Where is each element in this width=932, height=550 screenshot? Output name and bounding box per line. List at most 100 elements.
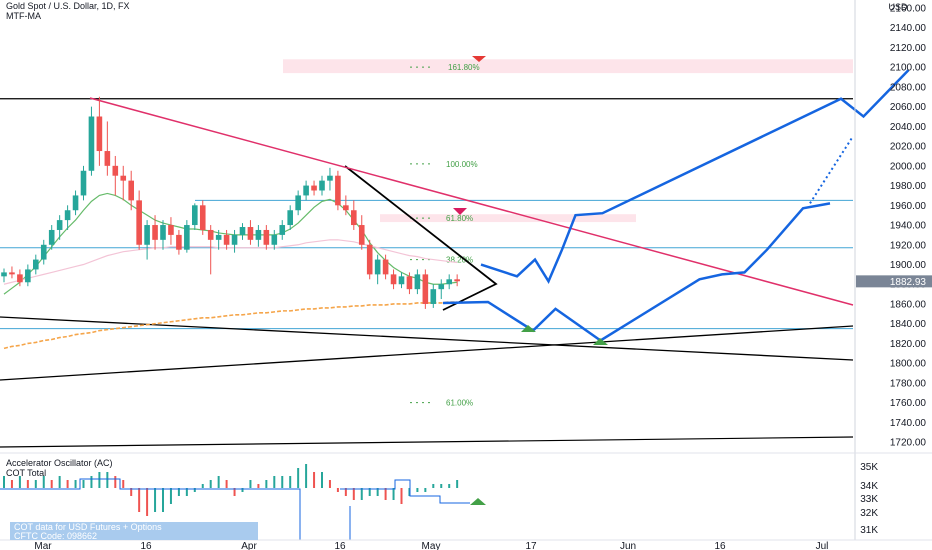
x-tick-label: Apr bbox=[241, 541, 257, 550]
candle-body bbox=[112, 165, 119, 176]
y-tick-label: 2060.00 bbox=[890, 102, 927, 113]
candle-body bbox=[199, 205, 206, 230]
oscillator-tick-label: 31K bbox=[860, 525, 878, 536]
fib-zone bbox=[380, 214, 636, 223]
candle-body bbox=[295, 195, 301, 211]
y-tick-label: 1960.00 bbox=[890, 201, 927, 212]
symbol-title: Gold Spot / U.S. Dollar, 1D, FX bbox=[6, 1, 130, 11]
candle-body bbox=[406, 276, 413, 290]
lower-line bbox=[0, 436, 854, 448]
channel-line bbox=[0, 316, 854, 361]
y-tick-label: 2140.00 bbox=[890, 23, 927, 34]
y-tick-label: 2040.00 bbox=[890, 122, 927, 133]
oscillator-tick-label: 34K bbox=[860, 481, 878, 492]
fib-zone bbox=[283, 59, 853, 74]
buy-arrow-icon bbox=[593, 338, 608, 345]
target-arrow-icon bbox=[453, 208, 467, 215]
y-tick-label: 2080.00 bbox=[890, 82, 927, 93]
x-tick-label: Jul bbox=[816, 541, 829, 550]
candle-body bbox=[17, 274, 23, 283]
candle-body bbox=[215, 234, 222, 240]
candle-body bbox=[382, 259, 389, 275]
oscillator-tick-label: 33K bbox=[860, 494, 878, 505]
candle-body bbox=[72, 195, 79, 211]
y-tick-label: 1940.00 bbox=[890, 221, 927, 232]
candle-body bbox=[88, 116, 95, 171]
oscillator-title: Accelerator Oscillator (AC) bbox=[6, 458, 113, 468]
candle-body bbox=[430, 289, 437, 304]
target-arrow-icon bbox=[472, 56, 486, 62]
candle-body bbox=[136, 200, 142, 245]
moving-average-line bbox=[3, 192, 458, 295]
channel-line bbox=[0, 325, 854, 381]
candle-body bbox=[1, 272, 7, 277]
candle-body bbox=[152, 225, 158, 240]
indicator-label: MTF-MA bbox=[6, 11, 41, 21]
candle-body bbox=[40, 244, 47, 260]
candle-body bbox=[366, 244, 373, 275]
y-tick-label: 1920.00 bbox=[890, 240, 927, 251]
candle-body bbox=[176, 234, 182, 250]
x-tick-label: 16 bbox=[140, 541, 152, 550]
last-price-label: 1882.93 bbox=[890, 277, 927, 288]
fib-label: 38.20% bbox=[446, 256, 473, 265]
fib-label: 61.00% bbox=[446, 399, 473, 408]
y-tick-label: 2160.00 bbox=[890, 3, 927, 14]
candle-body bbox=[414, 274, 421, 290]
y-tick-label: 2020.00 bbox=[890, 142, 927, 153]
y-tick-label: 2000.00 bbox=[890, 161, 927, 172]
candle-body bbox=[128, 180, 134, 201]
descending-trendline bbox=[89, 97, 854, 306]
candle-body bbox=[303, 185, 309, 196]
cot-badge-line2: CFTC Code: 098662 bbox=[14, 531, 98, 541]
candle-body bbox=[144, 225, 150, 245]
candle-body bbox=[351, 210, 357, 226]
alternate-projection-path bbox=[442, 202, 831, 342]
y-tick-label: 1720.00 bbox=[890, 438, 927, 449]
candle-body bbox=[120, 175, 127, 181]
candle-body bbox=[438, 284, 445, 290]
x-tick-label: 16 bbox=[714, 541, 726, 550]
oscillator-tick-label: 35K bbox=[860, 462, 878, 473]
candle-body bbox=[80, 170, 87, 196]
x-tick-label: 17 bbox=[525, 541, 537, 550]
cot-step-line bbox=[0, 478, 301, 540]
buy-arrow-icon bbox=[521, 325, 536, 332]
last-price-tag bbox=[856, 275, 932, 288]
cot-badge: COT data for USD Futures + Options CFTC … bbox=[10, 522, 258, 541]
y-tick-label: 1740.00 bbox=[890, 418, 927, 429]
candle-body bbox=[184, 225, 190, 250]
candle-body bbox=[9, 272, 15, 275]
candle-body bbox=[168, 225, 174, 235]
candle-body bbox=[327, 175, 333, 181]
candle-body bbox=[263, 229, 270, 245]
x-tick-label: Mar bbox=[34, 541, 52, 550]
y-tick-label: 1760.00 bbox=[890, 398, 927, 409]
bullish-projection-path bbox=[480, 69, 910, 284]
candle-body bbox=[279, 225, 286, 235]
candle-body bbox=[96, 116, 103, 152]
candle-body bbox=[33, 259, 39, 270]
candle-body bbox=[247, 227, 254, 240]
y-tick-label: 1780.00 bbox=[890, 378, 927, 389]
candle-body bbox=[64, 210, 71, 221]
candle-body bbox=[231, 234, 238, 245]
candle-body bbox=[390, 274, 397, 285]
candle-body bbox=[192, 205, 198, 226]
candle-body bbox=[398, 276, 405, 285]
fib-label: 161.80% bbox=[448, 63, 480, 72]
y-tick-label: 1860.00 bbox=[890, 299, 927, 310]
buy-arrow-icon bbox=[470, 498, 486, 505]
candle-body bbox=[56, 220, 63, 230]
candle-body bbox=[446, 279, 452, 285]
x-tick-label: 16 bbox=[334, 541, 346, 550]
oscillator-tick-label: 32K bbox=[860, 508, 878, 519]
candle-body bbox=[454, 279, 460, 282]
candle-body bbox=[160, 225, 166, 240]
y-tick-label: 1840.00 bbox=[890, 319, 927, 330]
moving-average-line bbox=[3, 301, 458, 350]
candle-body bbox=[358, 225, 365, 245]
y-tick-label: 2100.00 bbox=[890, 63, 927, 74]
